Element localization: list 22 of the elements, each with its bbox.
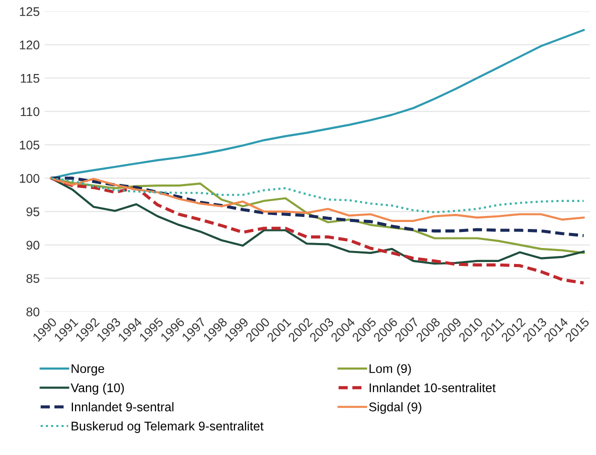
y-tick-label: 95 bbox=[26, 207, 40, 216]
legend-label: Sigdal (9) bbox=[369, 402, 422, 414]
y-tick-label: 85 bbox=[26, 274, 40, 283]
line-series bbox=[50, 176, 586, 238]
legend-label: Vang (10) bbox=[70, 383, 124, 395]
legend-label: Buskerud og Telemark 9-sentralitet bbox=[72, 421, 264, 433]
y-tick-label: 110 bbox=[20, 107, 40, 116]
y-tick-label: 105 bbox=[20, 140, 40, 150]
legend-label: Norge bbox=[72, 364, 104, 376]
y-tick-label: 90 bbox=[26, 240, 40, 250]
y-tick-label: 100 bbox=[20, 174, 40, 183]
legend-label: Lom (9) bbox=[370, 364, 411, 376]
legend-label: Innlandet 9-sentral bbox=[72, 402, 174, 412]
line-series bbox=[50, 177, 585, 222]
y-tick-label: 125 bbox=[20, 7, 40, 16]
legend-label: Innlandet 10-sentralitet bbox=[370, 383, 496, 392]
y-tick-label: 80 bbox=[26, 307, 40, 316]
line-series bbox=[50, 177, 585, 214]
line-series bbox=[50, 176, 586, 285]
y-tick-label: 120 bbox=[20, 40, 40, 50]
y-tick-label: 115 bbox=[20, 74, 40, 83]
line-series bbox=[50, 29, 585, 180]
